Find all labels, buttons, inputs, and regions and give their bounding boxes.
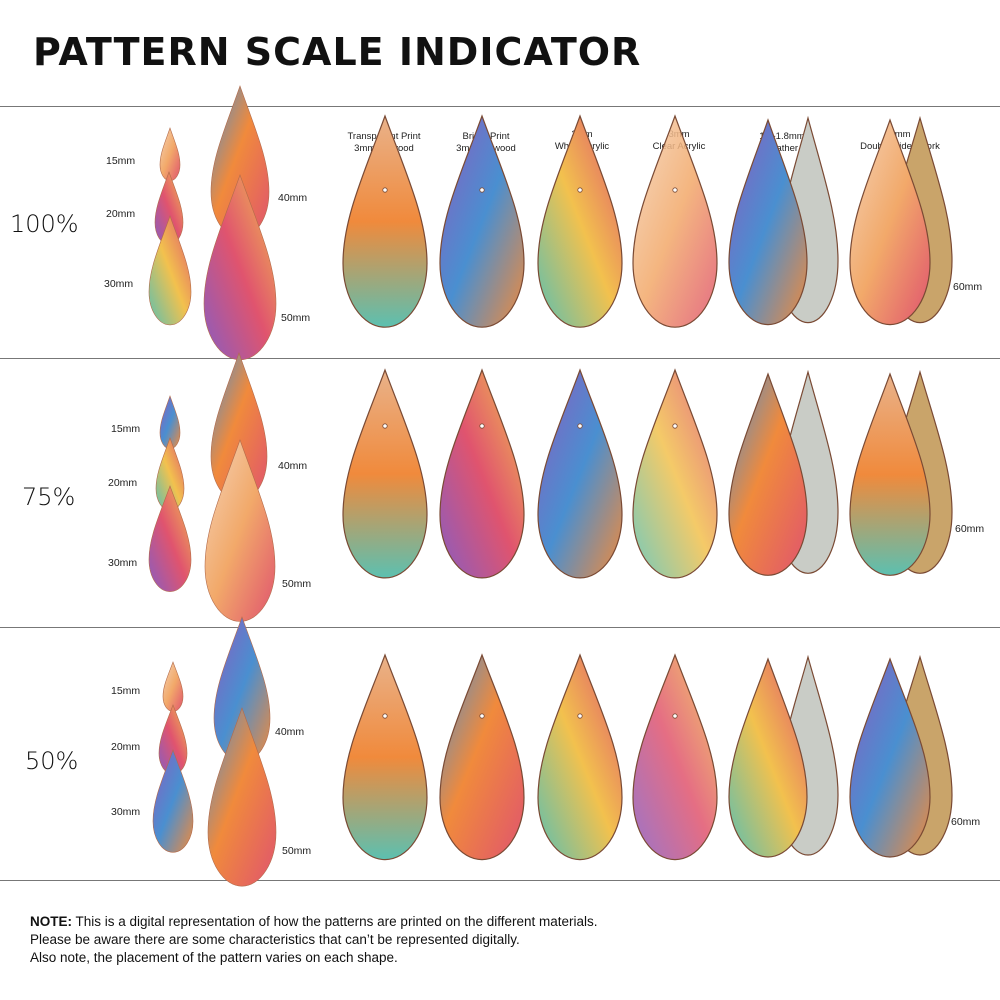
scale-label-75: 75% [22, 483, 76, 511]
size-label-15mm: 15mm [111, 423, 141, 435]
page-title: PATTERN SCALE INDICATOR [33, 30, 642, 74]
size-label-30mm: 30mm [111, 806, 141, 818]
size-label-30mm: 30mm [108, 557, 138, 569]
size-label-40mm: 40mm [278, 192, 308, 204]
size-label-40mm: 40mm [275, 726, 305, 738]
note-label: NOTE: [30, 914, 72, 929]
scale-label-100: 100% [10, 210, 79, 238]
note-text: NOTE: This is a digital representation o… [30, 913, 598, 967]
divider-row2 [0, 627, 1000, 628]
note-line3: Also note, the placement of the pattern … [30, 950, 398, 965]
size-label-30mm: 30mm [104, 278, 134, 290]
size-label-15mm: 15mm [111, 685, 141, 697]
note-line1: NOTE: This is a digital representation o… [30, 913, 598, 931]
divider-row1 [0, 358, 1000, 359]
material-line1: 1.6-1.8mm [759, 131, 805, 142]
note-line2: Please be aware there are some character… [30, 932, 520, 947]
size-label-40mm: 40mm [278, 460, 308, 472]
material-line2: Leather [765, 143, 799, 154]
material-line1: 2mm [889, 129, 911, 140]
size-label-20mm: 20mm [106, 208, 136, 220]
size-label-50mm: 50mm [281, 312, 311, 324]
size-label-60mm: 60mm [955, 523, 985, 535]
size-label-20mm: 20mm [111, 741, 141, 753]
size-label-60mm: 60mm [953, 281, 983, 293]
size-label-50mm: 50mm [282, 845, 312, 857]
size-label-50mm: 50mm [282, 578, 312, 590]
note-line1-text: This is a digital representation of how … [72, 914, 598, 929]
size-label-20mm: 20mm [108, 477, 138, 489]
divider-bottom [0, 880, 1000, 881]
scale-label-50: 50% [25, 747, 79, 775]
material-label-leather: 1.6-1.8mm Leather [727, 131, 837, 155]
size-label-15mm: 15mm [106, 155, 136, 167]
size-label-60mm: 60mm [951, 816, 981, 828]
divider-top [0, 106, 1000, 107]
